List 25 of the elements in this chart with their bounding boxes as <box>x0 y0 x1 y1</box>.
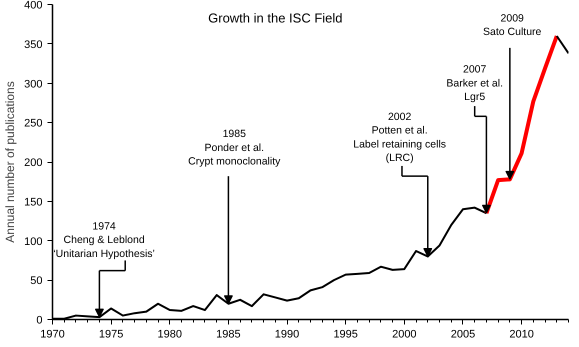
x-tick-label: 2000 <box>392 328 417 340</box>
annotation: 2002 Potten et al. Label retaining cells (LRC) <box>353 110 446 164</box>
x-tick-label: 2005 <box>450 328 476 340</box>
annotation: 1985 Ponder et al. Crypt monoclonality <box>188 128 282 168</box>
text: Growth in the ISC Field <box>208 10 343 26</box>
x-tick-label: 1975 <box>98 328 124 340</box>
y-tick-label: 50 <box>30 275 43 288</box>
y-tick-label: 0 <box>36 314 43 326</box>
x-tick-label: 2010 <box>509 328 534 340</box>
y-tick-label: 150 <box>24 196 43 208</box>
x-tick-label: 1970 <box>40 328 65 340</box>
y-tick-label: 250 <box>24 118 43 130</box>
annotation: 2009 Sato Culture <box>483 12 542 38</box>
x-tick-label: 1995 <box>333 328 358 340</box>
x-tick-label: 1980 <box>158 328 182 340</box>
annotation: 2007 Barker et al. Lgr5 <box>446 64 503 104</box>
y-tick-label: 400 <box>24 0 43 12</box>
x-tick-label: 1990 <box>274 328 300 340</box>
y-tick-label: 100 <box>24 236 43 248</box>
annotation: 1974 Cheng & Leblond ‘Unitarian Hypothesis’ <box>53 220 155 260</box>
y-tick-label: 350 <box>24 38 43 51</box>
y-axis-title: Annual number of publications <box>3 81 18 243</box>
y-tick-label: 300 <box>24 78 43 90</box>
y-tick-label: 200 <box>24 157 43 169</box>
x-tick-label: 1985 <box>216 328 241 340</box>
